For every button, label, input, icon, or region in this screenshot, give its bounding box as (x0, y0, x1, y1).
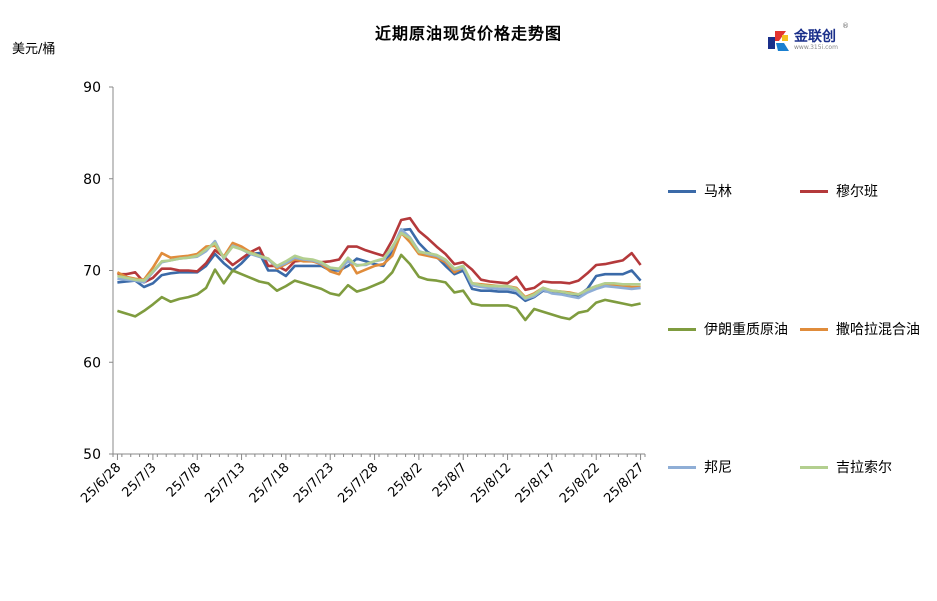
legend-label: 撒哈拉混合油 (836, 322, 920, 338)
legend-swatch (668, 327, 696, 331)
legend-swatch (800, 465, 828, 469)
legend-item: 伊朗重质原油 (668, 319, 788, 339)
legend-swatch (668, 465, 696, 469)
y-tick-label: 80 (83, 172, 101, 188)
legend-item: 吉拉索尔 (800, 457, 892, 477)
x-tick-label: 25/7/23 (291, 460, 337, 506)
y-tick-label: 60 (83, 355, 101, 371)
x-tick-label: 25/8/2 (386, 460, 426, 500)
y-tick-label: 70 (83, 264, 101, 280)
series-line-4 (116, 231, 641, 299)
x-tick-label: 25/8/12 (468, 460, 514, 506)
legend-label: 吉拉索尔 (836, 460, 892, 476)
x-tick-label: 25/7/3 (120, 460, 160, 500)
legend-item: 穆尔班 (800, 181, 878, 201)
x-tick-label: 25/8/17 (513, 460, 559, 506)
x-tick-label: 25/8/7 (430, 460, 470, 500)
legend-swatch (668, 189, 696, 193)
x-tick-label: 25/7/13 (202, 460, 248, 506)
legend-swatch (800, 189, 828, 193)
legend-label: 邦尼 (704, 460, 732, 476)
x-tick-label: 25/8/27 (601, 460, 647, 506)
x-tick-label: 25/7/28 (335, 460, 381, 506)
series-line-2 (117, 216, 642, 292)
y-tick-label: 90 (83, 80, 101, 96)
logo-registered-mark: ® (842, 22, 849, 30)
logo-url: www.315i.com (794, 44, 838, 51)
legend-item: 撒哈拉混合油 (800, 319, 920, 339)
series-line-3 (117, 253, 641, 322)
legend-item: 邦尼 (668, 457, 732, 477)
legend-label: 伊朗重质原油 (704, 322, 788, 338)
series-line-6 (117, 231, 641, 300)
legend-swatch (800, 327, 828, 331)
logo-text: 金联创 (794, 29, 836, 45)
chart-title: 近期原油现货价格走势图 (374, 24, 562, 43)
x-tick-label: 25/8/22 (557, 460, 603, 506)
logo-mark-icon (768, 31, 789, 51)
legend-item: 马林 (668, 181, 732, 201)
y-axis-unit-label: 美元/桶 (12, 42, 56, 57)
legend-label: 马林 (704, 184, 732, 200)
x-tick-label: 25/7/8 (164, 460, 204, 500)
y-tick-label: 50 (83, 447, 101, 463)
legend-label: 穆尔班 (836, 184, 878, 200)
brand-logo: 金联创 www.315i.com ® (766, 22, 866, 56)
x-tick-label: 25/7/18 (247, 460, 293, 506)
x-tick-label: 25/6/28 (78, 460, 124, 506)
